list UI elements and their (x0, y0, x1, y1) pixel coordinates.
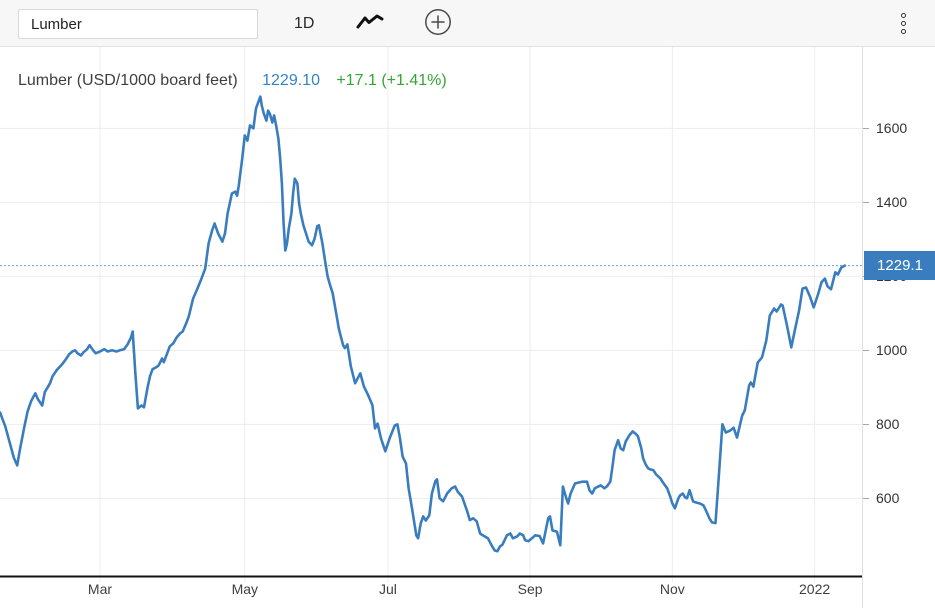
x-axis-tick-label: 2022 (799, 581, 830, 597)
x-axis-tick-label: Jul (379, 581, 397, 597)
y-axis-tick-mark (863, 350, 869, 351)
x-axis-tick-label: Sep (518, 581, 543, 597)
y-axis-tick-label: 1400 (876, 194, 908, 210)
y-axis-tick-mark (863, 128, 869, 129)
plot-area[interactable]: Mar May Jul Sep Nov 2022 Lumber (USD/1000 boa… (0, 47, 862, 608)
symbol-search-input[interactable] (18, 9, 258, 39)
compare-add-button[interactable] (418, 0, 458, 47)
y-axis-tick-label: 1600 (876, 120, 908, 136)
kebab-menu-icon (886, 13, 920, 34)
current-price-badge: 1229.1 (864, 251, 935, 280)
plus-circle-icon (424, 9, 452, 39)
toolbar: 1D (0, 0, 935, 47)
y-axis-tick-label: 600 (876, 490, 900, 506)
y-axis-tick-mark (863, 498, 869, 499)
x-axis-tick-label: Mar (88, 581, 112, 597)
y-axis-tick-mark (863, 202, 869, 203)
price-line-series (0, 95, 847, 553)
chart-type-button[interactable] (350, 0, 390, 47)
x-axis-tick-label: Nov (660, 581, 685, 597)
menu-button[interactable] (886, 0, 920, 47)
line-chart-icon (356, 14, 384, 34)
price-chart-svg[interactable]: Mar May Jul Sep Nov 2022 (0, 47, 862, 608)
interval-button[interactable]: 1D (286, 0, 322, 47)
x-axis-tick-label: May (232, 581, 258, 597)
y-axis-tick-mark (863, 424, 869, 425)
y-axis-tick-label: 1000 (876, 342, 908, 358)
price-axis: 1229.1 6008001000120014001600 (862, 47, 935, 608)
y-axis-tick-label: 800 (876, 416, 900, 432)
